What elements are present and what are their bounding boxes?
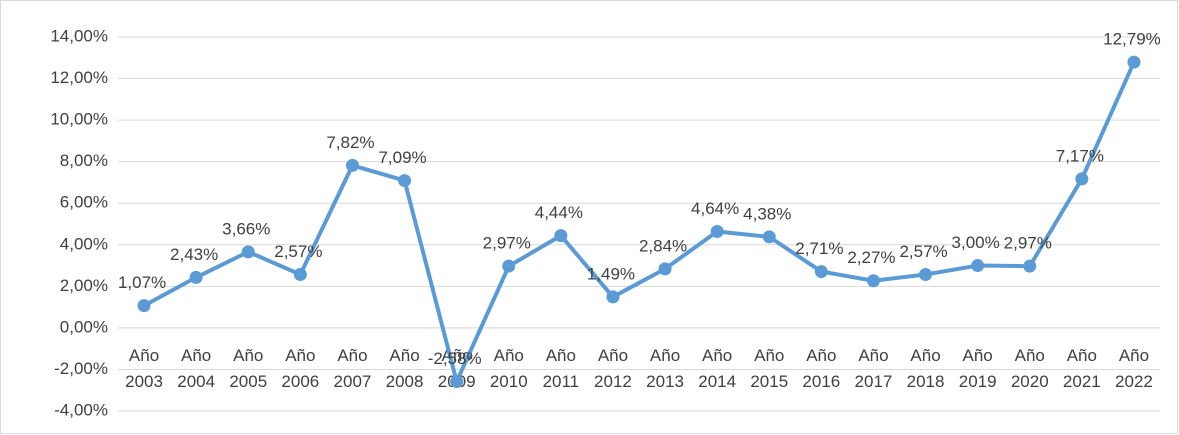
point [502, 259, 516, 273]
point [658, 262, 672, 276]
point [293, 267, 307, 281]
data-label: 2,57% [899, 242, 947, 261]
x-tick-label: Año 2004 [177, 346, 215, 391]
data-label: 4,44% [535, 203, 583, 222]
x-tick-label: Año 2005 [229, 346, 267, 391]
point [606, 290, 620, 304]
y-tick-label: 8,00% [60, 151, 108, 170]
y-tick-label: 10,00% [50, 110, 108, 129]
point [971, 259, 985, 273]
point [1023, 259, 1037, 273]
point [189, 270, 203, 284]
x-tick-label: Año 2022 [1115, 346, 1153, 391]
point [241, 245, 255, 259]
x-tick-label: Año 2020 [1011, 346, 1049, 391]
y-tick-label: 4,00% [60, 234, 108, 253]
data-label: 7,09% [378, 148, 426, 167]
data-label: 1,49% [587, 264, 635, 283]
y-tick-label: 0,00% [60, 317, 108, 336]
point [450, 374, 464, 388]
data-label: 12,79% [1103, 30, 1161, 49]
x-tick-label: Año 2017 [855, 346, 893, 391]
data-label: 2,43% [170, 245, 218, 264]
data-label: 2,57% [274, 242, 322, 261]
point [345, 158, 359, 172]
y-tick-label: 2,00% [60, 276, 108, 295]
x-tick-label: Año 2003 [125, 346, 163, 391]
point [1075, 172, 1089, 186]
x-tick-label: Año 2013 [646, 346, 684, 391]
data-label: 2,84% [639, 236, 687, 255]
data-label: 1,07% [118, 273, 166, 292]
y-tick-label: 6,00% [60, 193, 108, 212]
point [814, 265, 828, 279]
point [554, 229, 568, 243]
data-label: 2,97% [483, 234, 531, 253]
x-tick-label: Año 2015 [750, 346, 788, 391]
x-tick-label: Año 2011 [543, 346, 580, 391]
x-tick-label: Año 2006 [281, 346, 319, 391]
y-tick-label: 14,00% [50, 26, 108, 45]
x-tick-label: Año 2012 [594, 346, 632, 391]
data-label: 4,38% [743, 204, 791, 223]
x-tick-label: Año 2008 [386, 346, 424, 391]
point [1127, 55, 1141, 69]
data-label: 3,00% [952, 233, 1000, 252]
point [762, 230, 776, 244]
data-label: 2,71% [795, 239, 843, 258]
point [398, 174, 412, 188]
point [710, 224, 724, 238]
x-tick-label: Año 2007 [334, 346, 372, 391]
x-tick-label: Año 2018 [907, 346, 945, 391]
x-tick-label: Año 2021 [1063, 346, 1101, 391]
y-tick-label: 12,00% [50, 68, 108, 87]
point [866, 274, 880, 288]
data-label: 3,66% [222, 219, 270, 238]
x-tick-label: Año 2010 [490, 346, 528, 391]
y-tick-label: -2,00% [54, 359, 108, 378]
data-label: 2,97% [1004, 234, 1052, 253]
x-tick-label: Año 2019 [959, 346, 997, 391]
y-tick-label: -4,00% [54, 400, 108, 419]
data-label: 7,17% [1056, 146, 1104, 165]
data-label: 7,82% [326, 133, 374, 152]
point [919, 267, 933, 281]
data-label: -2,58% [428, 349, 482, 368]
data-label: 2,27% [847, 248, 895, 267]
point [137, 299, 151, 313]
line [143, 61, 1136, 384]
data-label: 4,64% [691, 199, 739, 218]
x-tick-label: Año 2016 [802, 346, 840, 391]
x-tick-label: Año 2014 [698, 346, 736, 391]
